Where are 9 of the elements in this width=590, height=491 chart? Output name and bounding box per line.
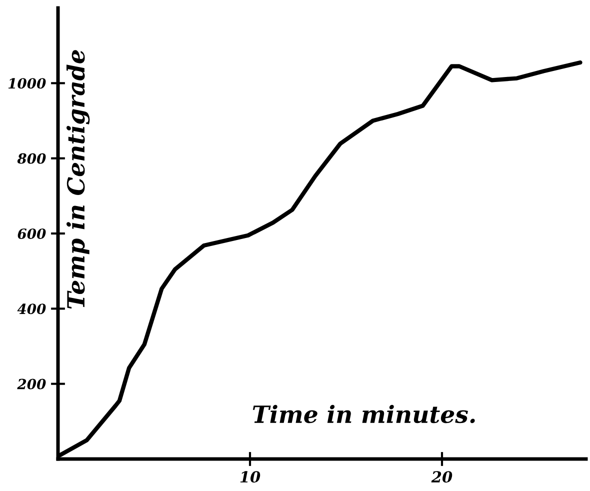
y-tick-label: 800 — [17, 153, 46, 164]
x-axis-title: Time in minutes. — [252, 404, 475, 424]
y-tick-label: 200 — [17, 378, 46, 390]
y-tick-label: 600 — [18, 228, 46, 239]
x-tick-label: 10 — [240, 471, 260, 483]
x-tick-label: 20 — [431, 471, 452, 483]
y-tick-label: 400 — [17, 304, 46, 314]
y-axis-title: Temp in Centigrade — [66, 50, 90, 309]
y-tick-label: 1000 — [8, 78, 46, 89]
